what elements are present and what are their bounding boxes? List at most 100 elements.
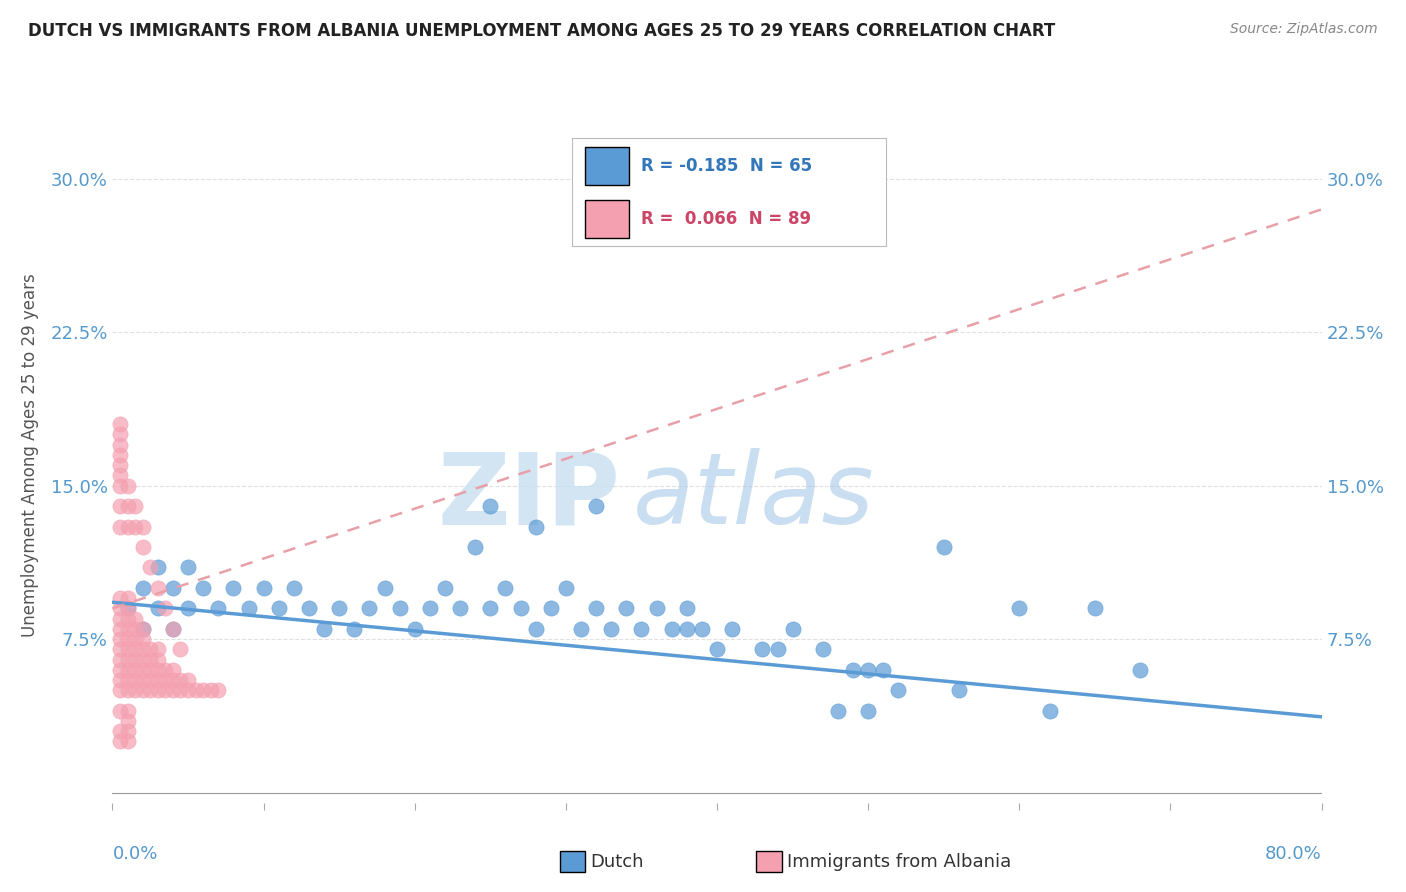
Point bbox=[108, 642, 131, 657]
Point bbox=[932, 540, 955, 554]
Point bbox=[117, 622, 139, 636]
Point bbox=[675, 601, 697, 615]
Text: DUTCH VS IMMIGRANTS FROM ALBANIA UNEMPLOYMENT AMONG AGES 25 TO 29 YEARS CORRELAT: DUTCH VS IMMIGRANTS FROM ALBANIA UNEMPLO… bbox=[28, 22, 1056, 40]
Point bbox=[479, 499, 502, 513]
Point bbox=[117, 519, 139, 533]
Point bbox=[146, 560, 169, 574]
Point bbox=[139, 560, 162, 574]
Point bbox=[146, 683, 169, 698]
Point bbox=[117, 478, 139, 492]
Point bbox=[887, 683, 910, 698]
Point bbox=[132, 673, 155, 687]
Point bbox=[124, 632, 146, 646]
Point bbox=[124, 622, 146, 636]
Point bbox=[108, 734, 131, 748]
Point bbox=[661, 622, 683, 636]
Point bbox=[162, 581, 184, 595]
Point bbox=[117, 724, 139, 739]
Point bbox=[328, 601, 350, 615]
Point bbox=[124, 519, 146, 533]
Point bbox=[108, 673, 131, 687]
Text: R =  0.066  N = 89: R = 0.066 N = 89 bbox=[641, 210, 811, 227]
Point bbox=[464, 540, 486, 554]
Point bbox=[811, 642, 834, 657]
Point bbox=[600, 622, 623, 636]
Point bbox=[108, 612, 131, 626]
Point bbox=[117, 601, 139, 615]
Point bbox=[146, 652, 169, 666]
Point bbox=[108, 438, 131, 452]
Point bbox=[108, 427, 131, 442]
Point bbox=[139, 652, 162, 666]
Point bbox=[124, 663, 146, 677]
Point bbox=[124, 683, 146, 698]
Point bbox=[585, 601, 607, 615]
Point bbox=[108, 478, 131, 492]
Point bbox=[108, 724, 131, 739]
Point bbox=[388, 601, 411, 615]
Text: Immigrants from Albania: Immigrants from Albania bbox=[787, 853, 1011, 871]
Point bbox=[162, 622, 184, 636]
Point bbox=[359, 601, 381, 615]
Point bbox=[132, 683, 155, 698]
Point bbox=[569, 622, 592, 636]
Point bbox=[108, 601, 131, 615]
Point bbox=[162, 673, 184, 687]
Point bbox=[191, 581, 214, 595]
Point bbox=[132, 663, 155, 677]
Text: Source: ZipAtlas.com: Source: ZipAtlas.com bbox=[1230, 22, 1378, 37]
Point bbox=[132, 622, 155, 636]
Point bbox=[117, 663, 139, 677]
Y-axis label: Unemployment Among Ages 25 to 29 years: Unemployment Among Ages 25 to 29 years bbox=[21, 273, 39, 637]
Point bbox=[146, 673, 169, 687]
Point bbox=[177, 673, 200, 687]
Point bbox=[433, 581, 456, 595]
Point bbox=[117, 734, 139, 748]
Point bbox=[108, 591, 131, 606]
Point bbox=[117, 704, 139, 718]
Point bbox=[283, 581, 305, 595]
Point bbox=[162, 663, 184, 677]
Point bbox=[117, 632, 139, 646]
Text: Dutch: Dutch bbox=[591, 853, 644, 871]
Point bbox=[495, 581, 517, 595]
Point bbox=[1129, 663, 1152, 677]
Point bbox=[706, 642, 728, 657]
Text: 80.0%: 80.0% bbox=[1265, 845, 1322, 863]
Point bbox=[108, 417, 131, 432]
Point bbox=[162, 683, 184, 698]
Text: ZIP: ZIP bbox=[437, 448, 620, 545]
Point bbox=[146, 601, 169, 615]
Point bbox=[842, 663, 865, 677]
Point bbox=[449, 601, 471, 615]
Point bbox=[782, 622, 804, 636]
Point bbox=[117, 591, 139, 606]
Point bbox=[117, 714, 139, 728]
Point bbox=[108, 458, 131, 472]
Point bbox=[948, 683, 970, 698]
Point bbox=[343, 622, 366, 636]
Point bbox=[267, 601, 290, 615]
Point bbox=[1038, 704, 1062, 718]
Point bbox=[169, 642, 191, 657]
Point bbox=[124, 642, 146, 657]
Point bbox=[108, 632, 131, 646]
Text: 0.0%: 0.0% bbox=[112, 845, 157, 863]
Point bbox=[124, 612, 146, 626]
Point bbox=[132, 642, 155, 657]
Point bbox=[645, 601, 668, 615]
Point bbox=[856, 663, 880, 677]
Point bbox=[766, 642, 789, 657]
Point bbox=[146, 581, 169, 595]
Point bbox=[253, 581, 276, 595]
Point bbox=[139, 673, 162, 687]
Point bbox=[554, 581, 576, 595]
Point bbox=[177, 683, 200, 698]
Point bbox=[124, 652, 146, 666]
Point bbox=[155, 601, 177, 615]
Point bbox=[117, 612, 139, 626]
Point bbox=[155, 663, 177, 677]
Point bbox=[117, 601, 139, 615]
Point bbox=[1008, 601, 1031, 615]
FancyBboxPatch shape bbox=[585, 200, 628, 237]
